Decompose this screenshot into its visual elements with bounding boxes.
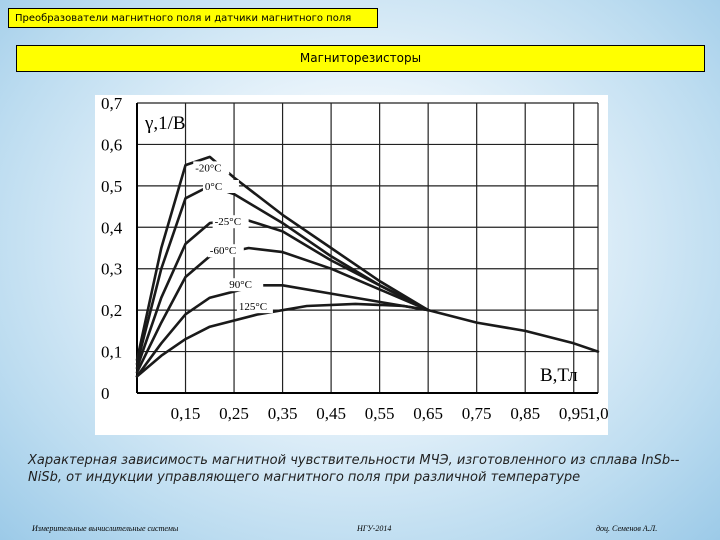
y-axis-label: γ,1/В: [144, 113, 186, 134]
y-tick-label: 0,3: [101, 260, 122, 279]
series-label: -20°C: [195, 162, 221, 174]
y-tick-label: 0,4: [101, 218, 123, 237]
y-tick-label: 0,6: [101, 135, 122, 154]
y-tick-label: 0,7: [101, 95, 123, 113]
x-axis-label: B,Тл: [540, 365, 578, 386]
y-tick-label: 0: [101, 384, 110, 403]
x-tick-label: 0,55: [365, 404, 395, 423]
series-label: -60°C: [210, 245, 236, 257]
x-tick-label: 1,0: [587, 404, 608, 423]
chart-panel: 0,15 0,25 0,35 0,45 0,55 0,65 0,75 0,85 0,951,0 0…: [95, 95, 608, 435]
series-label: -25°C: [215, 216, 241, 228]
x-tick-label: 0,85: [510, 404, 540, 423]
x-tick-label: 0,75: [462, 404, 492, 423]
y-tick-label: 0,2: [101, 301, 122, 320]
series-label: 125°C: [239, 301, 267, 313]
x-tick-label: 0,65: [413, 404, 443, 423]
x-tick-label: 0,25: [219, 404, 249, 423]
figure-caption: Характерная зависимость магнитной чувств…: [28, 452, 688, 486]
series-label: 0°C: [205, 181, 222, 193]
course-header: Преобразователи магнитного поля и датчик…: [8, 8, 378, 28]
x-tick-label: 0,45: [316, 404, 346, 423]
footer-author: доц. Семенов А.Л.: [596, 524, 657, 533]
footer-course: Измерительные вычислительные системы: [32, 524, 178, 533]
magnetoresistor-chart: 0,15 0,25 0,35 0,45 0,55 0,65 0,75 0,85 0,951,0 0…: [95, 95, 608, 435]
y-tick-label: 0,1: [101, 343, 122, 362]
x-tick-label: 0,35: [268, 404, 298, 423]
x-tick-label: 0,95: [559, 404, 589, 423]
y-tick-label: 0,5: [101, 177, 122, 196]
slide-title: Магниторезисторы: [16, 45, 705, 72]
series-label: 90°C: [229, 279, 252, 291]
footer-university: НГУ-2014: [357, 524, 391, 533]
x-tick-label: 0,15: [171, 404, 201, 423]
series-line: [137, 304, 598, 377]
